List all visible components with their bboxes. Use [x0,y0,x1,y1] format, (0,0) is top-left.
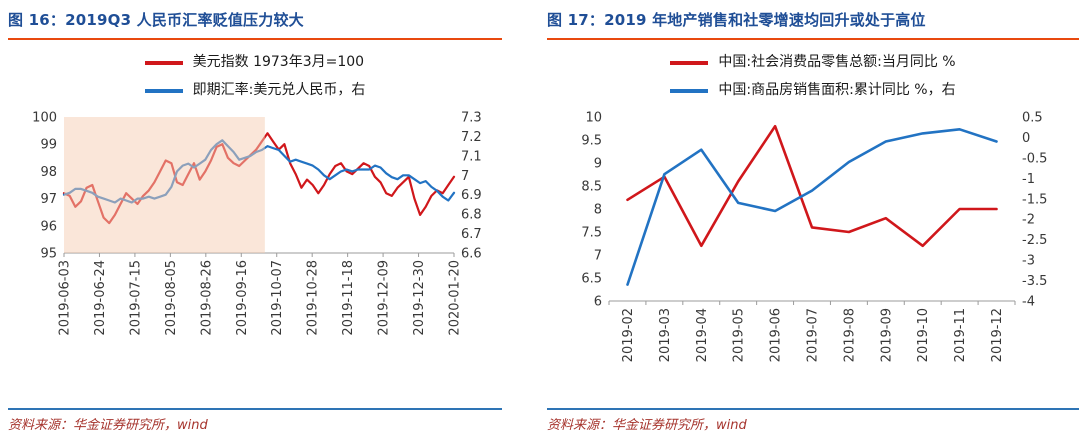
legend-item: 中国:商品房销售面积:累计同比 %，右 [670,82,956,99]
series-swatch-usd-index [144,60,183,65]
series-swatch-cny-spot [144,88,183,93]
svg-text:2019-06-03: 2019-06-03 [58,260,73,336]
svg-text:8: 8 [594,203,602,218]
legend-item: 即期汇率:美元兑人民币，右 [144,82,366,99]
svg-text:2019-12: 2019-12 [990,308,1005,362]
svg-text:96: 96 [40,219,57,234]
source-divider [547,408,1079,410]
series-swatch-housing-sales [670,88,709,93]
svg-text:2019-09-16: 2019-09-16 [235,260,250,336]
svg-text:6.9: 6.9 [461,188,482,203]
svg-text:2019-02: 2019-02 [621,308,636,362]
caption-underline [8,38,502,40]
figure-17-legend: 中国:社会消费品零售总额:当月同比 % 中国:商品房销售面积:累计同比 %，右 [547,54,1079,99]
svg-text:2019-10-07: 2019-10-07 [270,260,285,336]
figure-16-chart: 100 99 98 97 96 95 7.3 7.2 7.1 7 6.9 6.8 6.7 6.6 2019-… [32,111,482,336]
svg-text:98: 98 [40,165,57,180]
svg-text:2019-08-26: 2019-08-26 [199,260,214,336]
svg-text:2019-08: 2019-08 [842,308,857,362]
legend-rows: 中国:社会消费品零售总额:当月同比 % 中国:商品房销售面积:累计同比 %，右 [670,54,956,99]
svg-text:2019-12-30: 2019-12-30 [412,260,427,336]
svg-text:0.5: 0.5 [1022,111,1043,126]
svg-text:0: 0 [1022,131,1030,146]
figure-17-panel: 图 17：2019 年地产销售和社零增速均回升或处于高位 中国:社会消费品零售总… [547,10,1079,434]
svg-text:2019-07-15: 2019-07-15 [128,260,143,336]
svg-text:-0.5: -0.5 [1022,151,1047,166]
svg-text:-3.5: -3.5 [1022,274,1047,289]
svg-text:7: 7 [594,249,602,264]
svg-text:2019-10: 2019-10 [916,308,931,362]
legend-item: 中国:社会消费品零售总额:当月同比 % [670,54,956,71]
legend-label: 中国:商品房销售面积:累计同比 %，右 [718,82,956,98]
svg-text:-1.5: -1.5 [1022,192,1047,207]
figure-17-caption: 图 17：2019 年地产销售和社零增速均回升或处于高位 [547,11,926,29]
figure-16-caption: 图 16：2019Q3 人民币汇率贬值压力较大 [8,11,304,29]
source-divider [8,408,502,410]
svg-text:2019-04: 2019-04 [695,308,710,362]
legend-item: 美元指数 1973年3月=100 [144,54,365,71]
svg-text:2019-05: 2019-05 [732,308,747,362]
svg-text:-1: -1 [1022,172,1035,187]
figure-16-source: 资料来源：华金证券研究所，wind [8,418,208,433]
figure-16-legend: 美元指数 1973年3月=100 即期汇率:美元兑人民币，右 [8,54,502,99]
svg-text:6.6: 6.6 [461,247,482,262]
svg-text:10: 10 [585,111,602,126]
svg-text:8.5: 8.5 [581,180,602,195]
svg-text:-4: -4 [1022,295,1035,310]
svg-text:9.5: 9.5 [581,134,602,149]
svg-text:2019-09: 2019-09 [879,308,894,362]
svg-text:7.5: 7.5 [581,226,602,241]
svg-text:7: 7 [461,169,469,184]
svg-text:2019-06: 2019-06 [769,308,784,362]
legend-rows: 美元指数 1973年3月=100 即期汇率:美元兑人民币，右 [144,54,366,99]
svg-text:2019-03: 2019-03 [658,308,673,362]
legend-label: 中国:社会消费品零售总额:当月同比 % [718,54,956,70]
svg-text:6.5: 6.5 [581,272,602,287]
svg-text:-2: -2 [1022,213,1035,228]
svg-text:2020-01-20: 2020-01-20 [448,260,463,336]
svg-text:7.3: 7.3 [461,111,482,126]
svg-text:100: 100 [32,111,57,126]
svg-text:99: 99 [40,138,57,153]
svg-text:6.7: 6.7 [461,227,482,242]
svg-text:-3: -3 [1022,254,1035,269]
caption-underline [547,38,1079,40]
svg-text:2019-11-18: 2019-11-18 [341,260,356,336]
svg-text:6.8: 6.8 [461,208,482,223]
svg-text:2019-06-24: 2019-06-24 [93,260,108,336]
svg-text:7.2: 7.2 [461,130,482,145]
figure-17-source: 资料来源：华金证券研究所，wind [547,418,747,433]
svg-text:6: 6 [594,295,602,310]
svg-text:95: 95 [40,247,57,262]
svg-text:2019-12-09: 2019-12-09 [377,260,392,336]
series-swatch-retail-sales [670,60,709,65]
svg-text:97: 97 [40,192,57,207]
svg-text:2019-07: 2019-07 [806,308,821,362]
svg-text:7.1: 7.1 [461,149,482,164]
figure-17-chart: 10 9.5 9 8.5 8 7.5 7 6.5 6 0.5 0 -0.5 -1 -1.5 -2 -2.5 -3… [581,111,1047,363]
svg-text:2019-08-05: 2019-08-05 [164,260,179,336]
svg-text:2019-10-28: 2019-10-28 [306,260,321,336]
legend-label: 即期汇率:美元兑人民币，右 [192,82,366,98]
svg-text:9: 9 [594,157,602,172]
legend-label: 美元指数 1973年3月=100 [192,54,365,70]
figure-16-panel: 图 16：2019Q3 人民币汇率贬值压力较大 美元指数 1973年3月=100… [8,10,502,434]
svg-text:-2.5: -2.5 [1022,233,1047,248]
svg-text:2019-11: 2019-11 [953,308,968,362]
